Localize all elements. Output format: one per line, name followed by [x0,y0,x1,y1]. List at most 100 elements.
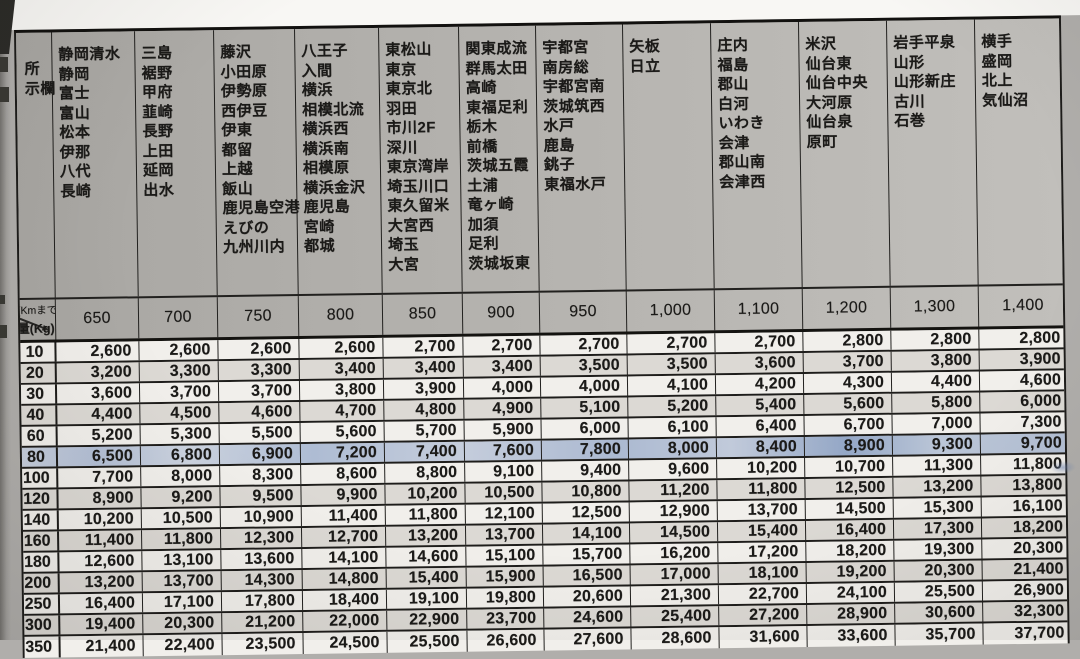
rate-cell: 21,400 [60,635,144,658]
rate-cell: 2,600 [299,337,384,359]
rate-cell: 16,500 [543,565,631,586]
distance-value: 850 [382,293,464,335]
city-name: 古川 [893,92,926,111]
city-name: 茨城坂東 [468,254,531,273]
origin-label-line: 示欄 [24,79,56,98]
rate-cell: 8,400 [716,436,806,458]
city-name: 伊東 [221,121,253,140]
rate-cell: 30,600 [895,602,984,623]
city-column-header: 米沢 仙台東 仙台中央 大河原 仙台泉 原町 [798,20,891,288]
rate-cell: 13,700 [717,499,806,521]
rate-cell: 10,500 [465,482,543,503]
city-name: 静岡 [58,65,90,83]
origin-label-cell: 所示欄 [16,32,56,298]
rate-cell: 14,100 [302,547,387,569]
distance-value: 1,300 [890,286,980,328]
rate-cell: 15,400 [717,520,807,542]
city-name: 仙台東 [805,54,853,73]
rate-cell: 21,200 [222,612,304,633]
rate-cell: 3,400 [383,357,464,378]
rate-cell: 4,000 [540,376,629,397]
city-name: 北上 [981,72,1013,90]
rate-cell: 9,400 [542,460,630,481]
city-name: 土浦 [467,176,499,195]
rate-cell: 9,300 [892,434,982,455]
distance-value: 900 [462,292,541,334]
rate-cell: 14,100 [542,523,631,544]
rate-cell: 15,900 [466,566,544,587]
rate-cell: 24,500 [303,631,388,655]
rate-cell: 6,500 [57,446,142,467]
city-name: 都城 [303,237,336,255]
city-name: 横浜 [301,81,334,99]
rate-cell: 13,200 [893,476,982,497]
rate-cell: 19,400 [60,614,144,635]
rate-cell: 2,600 [56,341,140,362]
rate-cell: 6,100 [628,417,717,438]
rate-cell: 3,900 [383,378,465,399]
city-name: 宇都宮南 [542,77,605,96]
weight-cell: 80 [21,447,59,467]
city-name: 延岡 [142,161,175,180]
weight-cell: 140 [22,510,59,530]
rate-cell: 9,500 [220,486,302,507]
city-name: いわき [718,114,766,133]
rate-cell: 8,000 [141,466,221,487]
city-name: 飯山 [222,180,254,198]
weight-cell: 10 [20,342,57,362]
city-name: 富山 [59,104,91,122]
rate-cell: 20,300 [143,613,223,634]
weight-cell: 100 [22,468,59,488]
rate-cell: 3,500 [627,354,716,375]
rate-cell: 35,700 [895,623,984,646]
rate-cell: 7,800 [541,439,630,460]
city-name: 山形 [893,53,925,72]
distance-value: 800 [298,294,384,337]
city-name: 埼玉川口 [387,177,450,196]
distance-value: 700 [138,297,219,339]
rate-cell: 7,000 [892,413,981,434]
rate-cell: 10,200 [58,509,142,530]
city-name: 甲府 [141,83,174,102]
rate-cell: 8,300 [220,465,302,486]
rate-cell: 6,400 [716,416,805,437]
rate-cell: 2,700 [383,336,464,357]
city-name: 福島 [717,56,749,74]
rate-cell: 19,200 [806,561,895,582]
rate-cell: 9,100 [465,461,543,482]
city-name: 大河原 [805,93,853,112]
city-name: 矢板 [629,37,661,56]
rate-cell: 14,500 [805,498,894,519]
rate-cell: 4,800 [384,399,465,420]
city-name: 庄内 [717,36,749,55]
rate-cell: 8,800 [385,462,466,483]
rate-cell: 9,200 [141,487,221,508]
distance-value: 1,400 [1002,296,1044,315]
city-name: 羽田 [386,99,418,118]
clipped-glyph [0,57,8,72]
rate-cell: 13,600 [221,549,303,570]
page-left-shadow [0,40,11,640]
city-name: 白河 [717,95,750,113]
rate-cell: 26,600 [467,629,545,652]
city-name: 米沢 [805,35,837,53]
city-name: 会津西 [719,173,766,191]
city-name: 八代 [59,162,92,181]
rate-cell: 16,400 [805,519,895,540]
rate-cell: 20,600 [543,586,632,607]
city-column-header: 藤沢 小田原 伊勢原 西伊豆 伊東 都留 上越 飯山 鹿児島空港 えびの 九州川内 [214,29,300,296]
city-name: 前橋 [466,137,498,156]
city-name: 三島 [141,44,173,63]
city-name: 銚子 [543,156,576,174]
rate-cell: 9,700 [1020,433,1062,452]
city-name: 仙台泉 [806,113,853,131]
city-name: 東京北 [385,80,433,98]
city-name: 東福足利 [466,98,529,117]
city-name: 富士 [58,84,91,103]
rate-cell: 13,800 [1012,475,1063,494]
city-name: 出水 [143,181,175,199]
rate-cell: 10,700 [805,456,894,477]
rate-cell: 12,500 [542,502,630,523]
rate-cell: 4,000 [463,377,542,398]
rate-cell: 7,700 [58,467,142,488]
